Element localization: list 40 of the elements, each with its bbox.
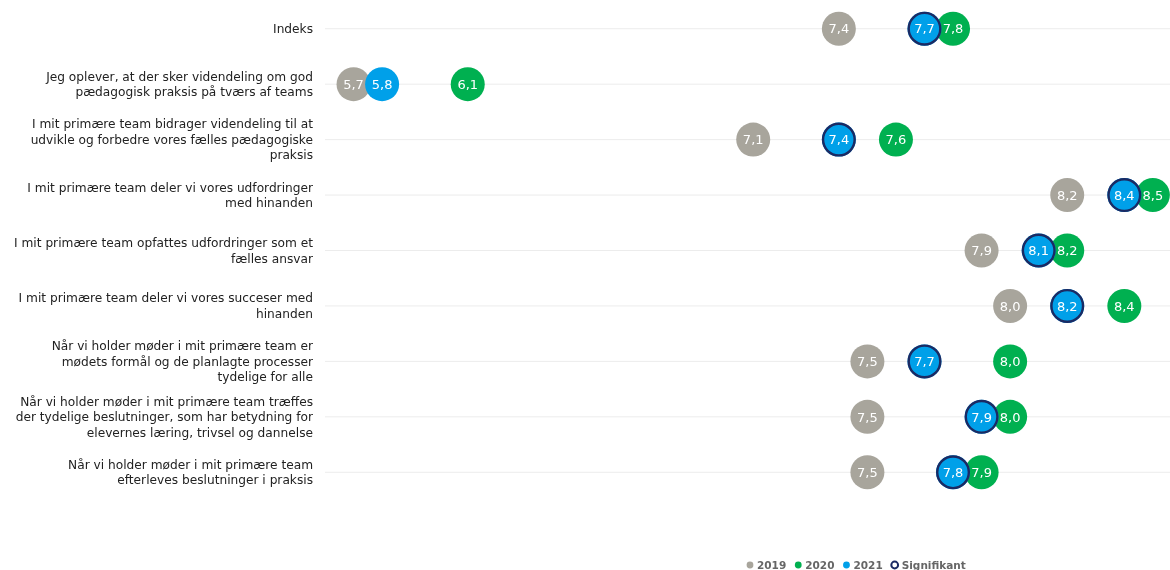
data-label: 8,4 bbox=[1113, 298, 1135, 314]
y-tick-label: Når vi holder møder i mit primære team træffes der tydelige beslutninger, som har betydning for elevernes læring, trivsel og dannelse bbox=[15, 394, 314, 440]
data-label: 8,0 bbox=[999, 354, 1021, 370]
data-label: 7,5 bbox=[857, 354, 878, 370]
data-label: 5,7 bbox=[343, 76, 364, 92]
legend-label: 2020 bbox=[805, 558, 835, 570]
y-tick-label: Når vi holder møder i mit primære team efterleves beslutninger i praksis bbox=[68, 457, 313, 488]
data-label: 7,4 bbox=[828, 132, 850, 148]
data-label: 8,0 bbox=[999, 298, 1021, 314]
data-label: 8,2 bbox=[1056, 187, 1078, 203]
y-tick-label: I mit primære team bidrager videndeling til at udvikle og forbedre vores fælles pædagogiske praksis bbox=[30, 117, 314, 163]
data-label: 8,2 bbox=[1056, 298, 1078, 314]
data-label: 7,5 bbox=[857, 464, 878, 480]
data-label: 8,4 bbox=[1113, 187, 1135, 203]
data-label: 7,9 bbox=[971, 409, 992, 425]
data-label: 8,1 bbox=[1028, 243, 1050, 259]
legend-label: 2021 bbox=[853, 558, 883, 570]
legend-label: 2019 bbox=[757, 558, 787, 570]
y-tick-label: I mit primære team opfattes udfordringer som et fælles ansvar bbox=[14, 236, 314, 266]
data-label: 8,0 bbox=[999, 409, 1021, 425]
data-label: 8,5 bbox=[1142, 187, 1164, 203]
data-label: 7,4 bbox=[828, 21, 850, 37]
data-label: 7,9 bbox=[971, 464, 992, 480]
legend-label: Signifikant bbox=[901, 558, 966, 570]
y-tick-label: I mit primære team deler vi vores udfordringer med hinanden bbox=[27, 180, 314, 211]
data-label: 7,7 bbox=[914, 21, 935, 37]
y-tick-label: Når vi holder møder i mit primære team er mødets formål og de planlagte processer tydelige for alle bbox=[51, 339, 314, 385]
y-tick-label: I mit primære team deler vi vores succeser med hinanden bbox=[18, 291, 313, 321]
data-label: 7,1 bbox=[742, 132, 764, 148]
data-label: 5,8 bbox=[371, 76, 393, 92]
data-label: 6,1 bbox=[457, 76, 479, 92]
data-label: 8,2 bbox=[1056, 243, 1078, 259]
data-label: 7,6 bbox=[885, 132, 907, 148]
data-label: 7,8 bbox=[942, 464, 964, 480]
data-label: 7,5 bbox=[857, 409, 878, 425]
y-tick-label: Indeks bbox=[273, 21, 313, 36]
y-tick-label: Jeg oplever, at der sker videndeling om god pædagogisk praksis på tværs af teams bbox=[45, 69, 313, 100]
data-label: 7,8 bbox=[942, 21, 964, 37]
data-label: 7,7 bbox=[914, 354, 935, 370]
data-label: 7,9 bbox=[971, 243, 992, 259]
